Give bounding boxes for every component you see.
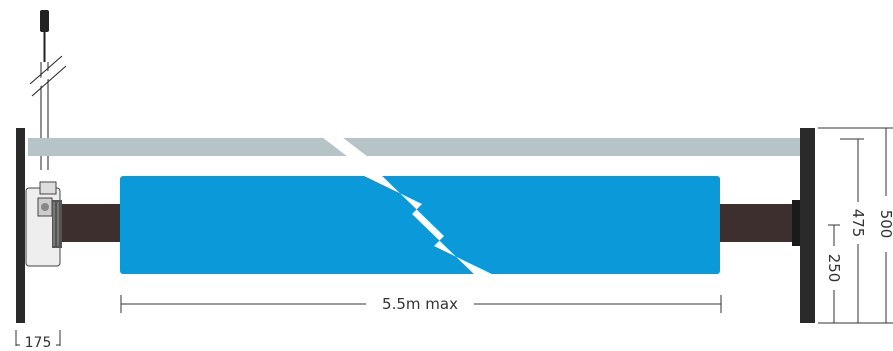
height-middle-label: 475 — [849, 209, 867, 238]
control-mechanism — [25, 181, 62, 267]
height-inner-label: 250 — [825, 254, 843, 283]
left-bracket — [16, 128, 25, 323]
right-bracket — [800, 128, 815, 323]
fabric-panel — [120, 172, 720, 278]
fabric-break — [356, 172, 500, 278]
height-dimensions: 500 475 250 — [818, 127, 893, 324]
cord-handle — [40, 10, 49, 32]
width-dimension: 5.5m max — [120, 295, 722, 313]
tube-end-cap — [792, 200, 800, 246]
left-offset-label: 175 — [25, 335, 52, 351]
width-label: 5.5m max — [382, 295, 458, 313]
cord-break-mark — [27, 57, 67, 95]
left-offset-dimension: 175 — [15, 330, 61, 351]
headrail — [28, 134, 800, 160]
height-outer-label: 500 — [877, 210, 893, 239]
